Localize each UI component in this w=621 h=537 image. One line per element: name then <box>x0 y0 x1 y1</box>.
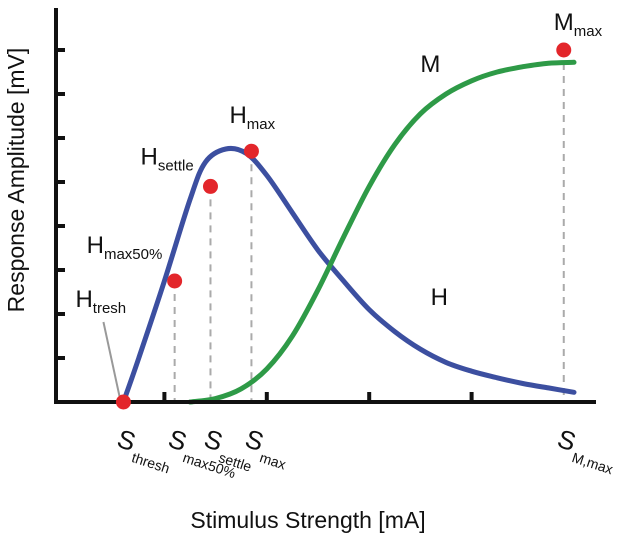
key-point-dot <box>115 394 131 410</box>
key-points <box>115 42 572 410</box>
curve-point-label: Hsettle <box>140 143 193 174</box>
curve-point-subscript: max <box>247 116 276 133</box>
axis-point-subscript: thresh <box>130 449 172 476</box>
curve-point-letter: H <box>75 286 92 313</box>
labels: SthreshHtreshSmax50%Hmax50%SsettleHsettl… <box>75 9 621 481</box>
key-point-dot <box>202 178 218 194</box>
curve-point-subscript: max50% <box>104 246 162 263</box>
threshold-pointer-line <box>102 321 121 397</box>
axis-point-subscript: max <box>258 449 288 472</box>
x-axis-title: Stimulus Strength [mA] <box>190 507 425 533</box>
series-line-m <box>187 59 577 405</box>
key-point-dot <box>556 42 572 58</box>
curve-point-subscript: max <box>574 23 603 40</box>
axis-point-label: Smax <box>239 423 294 472</box>
axis-point-subscript: M,max <box>570 449 615 477</box>
curve-point-letter: H <box>87 232 104 259</box>
curve-point-letter: H <box>140 143 157 170</box>
curves <box>120 59 577 405</box>
axis-point-label: SM,max <box>552 423 621 477</box>
key-point-dot <box>243 143 259 159</box>
curve-point-subscript: tresh <box>93 300 126 317</box>
y-axis-title: Response Amplitude [mV] <box>3 48 29 313</box>
curve-point-letter: H <box>229 102 246 129</box>
curve-point-label: Mmax <box>554 9 603 40</box>
key-point-dot <box>167 273 183 289</box>
curve-point-subscript: settle <box>158 157 194 174</box>
series-line-h <box>120 145 577 405</box>
curve-point-label: Hmax50% <box>87 232 163 263</box>
curve-point-label: Htresh <box>75 286 126 317</box>
dashed-guides <box>102 50 565 402</box>
curve-point-label: Hmax <box>229 102 275 133</box>
curve-point-letter: M <box>554 9 574 36</box>
axes <box>54 8 596 404</box>
curve-name-label-m: M <box>420 51 440 78</box>
curve-name-label-h: H <box>431 284 448 311</box>
